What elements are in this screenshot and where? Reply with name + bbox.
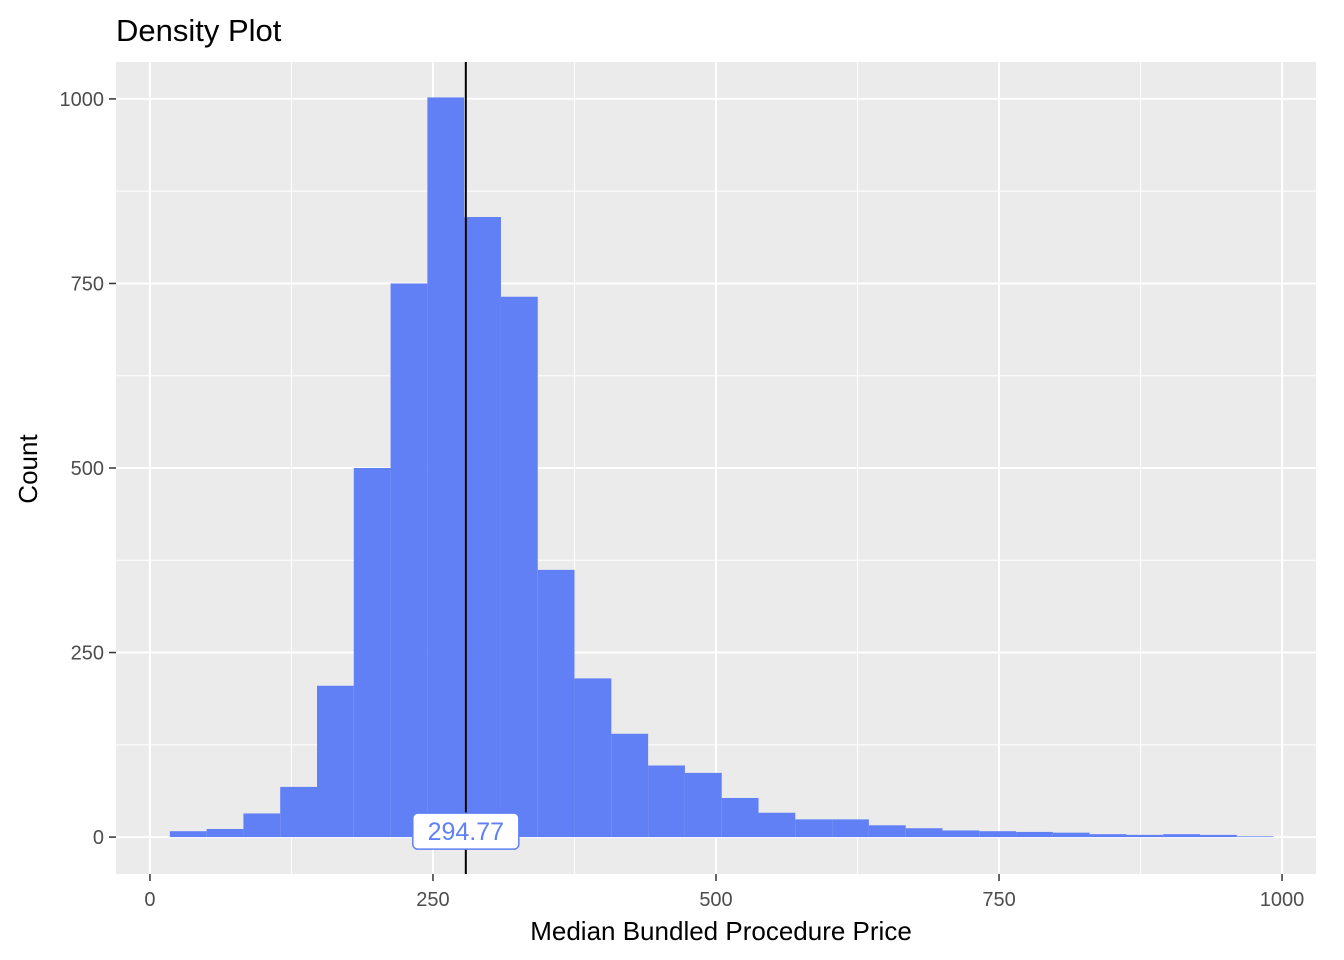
x-tick-label: 1000	[1260, 889, 1305, 911]
histogram-bar	[832, 819, 869, 837]
y-axis-ticks: 0 250 500 750 1000	[60, 89, 117, 849]
histogram-bar	[1090, 834, 1127, 837]
y-tick-label: 500	[71, 458, 104, 480]
y-tick-label: 0	[93, 827, 104, 849]
histogram-bar	[979, 831, 1016, 837]
x-axis-ticks: 0 250 500 750 1000	[144, 874, 1304, 911]
histogram-bar	[170, 831, 207, 837]
histogram-bar	[1237, 836, 1274, 837]
y-tick-label: 750	[71, 273, 104, 295]
median-annotation: 294.77	[413, 813, 519, 849]
histogram-bar	[391, 283, 428, 837]
histogram-bar	[427, 97, 464, 837]
histogram-bar	[280, 787, 317, 837]
histogram-bar	[942, 830, 979, 837]
histogram-bar	[1016, 832, 1053, 837]
histogram-bar	[1200, 835, 1237, 837]
histogram-bar	[1126, 835, 1163, 837]
histogram-bar	[1163, 834, 1200, 837]
median-label-text: 294.77	[428, 818, 504, 846]
chart-title: Density Plot	[116, 13, 282, 48]
x-tick-label: 750	[982, 889, 1015, 911]
histogram-bar	[648, 765, 685, 837]
histogram-bar	[611, 734, 648, 837]
histogram-bar	[207, 829, 244, 837]
histogram-bar	[243, 813, 280, 837]
histogram-bar	[722, 798, 759, 837]
histogram-bar	[317, 686, 354, 837]
histogram-bar	[1053, 833, 1090, 837]
histogram-bar	[906, 828, 943, 837]
y-tick-label: 250	[71, 643, 104, 665]
histogram-bar	[575, 678, 612, 837]
x-tick-label: 250	[416, 889, 449, 911]
histogram-bar	[869, 825, 906, 837]
x-axis-title: Median Bundled Procedure Price	[530, 916, 912, 946]
histogram-bar	[464, 217, 501, 837]
histogram-bar	[538, 570, 575, 837]
histogram-bar	[354, 468, 391, 837]
x-tick-label: 500	[699, 889, 732, 911]
histogram-bar	[759, 813, 796, 837]
histogram-bar	[795, 819, 832, 837]
y-tick-label: 1000	[60, 89, 105, 111]
y-axis-title: Count	[13, 434, 43, 504]
x-tick-label: 0	[144, 889, 155, 911]
histogram-bar	[685, 773, 722, 837]
histogram-bar	[501, 297, 538, 837]
